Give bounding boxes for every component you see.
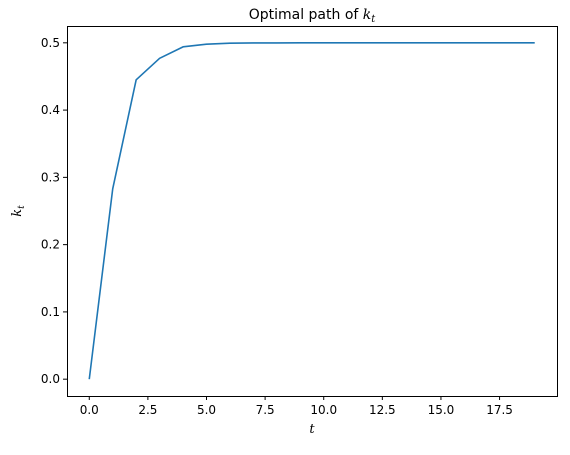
y-axis-label: kt [10, 205, 27, 217]
x-tick-label: 5.0 [197, 403, 216, 417]
y-tick-label: 0.5 [41, 36, 60, 50]
y-tick-label: 0.4 [41, 103, 60, 117]
y-tick-label: 0.0 [41, 372, 60, 386]
chart-title: Optimal path of kt [249, 7, 377, 25]
chart-title-subscript: t [371, 14, 376, 25]
x-tick-label: 17.5 [486, 403, 513, 417]
y-axis-label-text: kt [10, 205, 27, 217]
x-tick-label: 12.5 [369, 403, 396, 417]
x-tick-label: 10.0 [310, 403, 337, 417]
x-axis-ticks: 0.0 2.5 5.0 7.5 10.0 12.5 15.0 17.5 [80, 396, 513, 417]
x-tick-label: 0.0 [80, 403, 99, 417]
x-tick-label: 15.0 [428, 403, 455, 417]
y-axis-label-subscript: t [17, 205, 27, 209]
series-line [88, 42, 535, 380]
y-tick-label: 0.2 [41, 238, 60, 252]
plot-frame [67, 26, 558, 397]
y-axis-label-main: k [10, 209, 25, 217]
x-axis-label-text: t [309, 422, 315, 437]
y-axis-ticks: 0.0 0.1 0.2 0.3 0.4 0.5 [41, 36, 67, 386]
y-tick-label: 0.3 [41, 170, 60, 184]
x-tick-label: 2.5 [138, 403, 157, 417]
y-tick-label: 0.1 [41, 305, 60, 319]
x-axis-label: t [309, 422, 315, 437]
chart-title-text: Optimal path of kt [249, 7, 377, 25]
x-tick-label: 7.5 [256, 403, 275, 417]
chart-title-math: k [363, 7, 371, 23]
chart-title-prefix: Optimal path of [249, 7, 363, 23]
series-layer [88, 42, 535, 380]
